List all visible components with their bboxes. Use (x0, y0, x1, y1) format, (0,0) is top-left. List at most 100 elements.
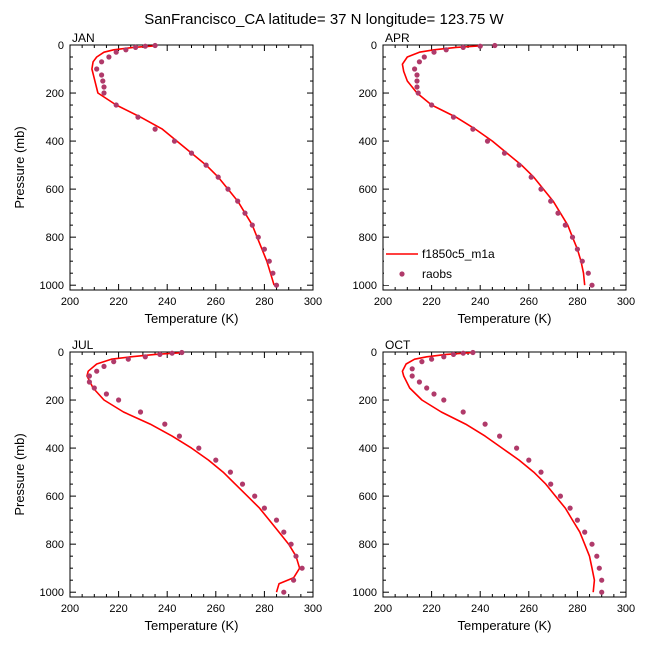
raobs-point (574, 517, 581, 523)
raobs-point (152, 42, 158, 49)
y-tick-label: 800 (359, 539, 377, 551)
raobs-point (470, 126, 476, 132)
x-tick-label: 240 (158, 296, 176, 308)
raobs-point (281, 529, 287, 535)
y-tick-label: 200 (359, 88, 377, 100)
raobs-point (86, 379, 92, 385)
panel-oct: OCT 200 220 240 260 280 300 0 200 400 600 800 1000 Te… (353, 338, 636, 633)
raobs-point (135, 114, 141, 120)
panels: JAN 200 220 240 260 280 300 0 200 400 600 800 1000 Te… (12, 31, 635, 633)
raobs-point (599, 589, 605, 595)
y-tick-label: 0 (58, 40, 64, 52)
raobs-point (538, 469, 544, 475)
raobs-point (99, 72, 105, 78)
y-tick-label: 400 (46, 443, 64, 455)
raobs-point (450, 114, 457, 120)
raobs-point (441, 397, 447, 403)
legend-marker-swatch (399, 271, 405, 277)
x-tick-label: 220 (422, 296, 440, 308)
raobs-point (215, 174, 221, 180)
raobs-point (273, 517, 280, 523)
x-axis-label: Temperature (K) (145, 618, 239, 633)
raobs-point (125, 356, 131, 362)
legend-label-model: f1850c5_m1a (422, 247, 495, 261)
raobs-point (585, 270, 591, 276)
plot-frame (69, 44, 314, 291)
raobs-point (460, 44, 466, 51)
raobs-point (239, 481, 246, 487)
y-tick-label: 800 (359, 232, 377, 244)
x-tick-label: 280 (255, 296, 273, 308)
legend-box (384, 243, 502, 285)
x-tick-label: 300 (617, 603, 635, 615)
raobs-point (270, 270, 276, 276)
raobs-point (86, 373, 92, 379)
y-tick-label: 1000 (353, 280, 377, 292)
panel-apr: APR 200 220 240 260 280 300 0 200 400 600 800 1000 Te… (353, 31, 636, 326)
x-tick-label: 220 (422, 603, 440, 615)
raobs-point (179, 349, 185, 356)
raobs-point (291, 577, 297, 583)
raobs-point (516, 162, 522, 168)
y-tick-label: 1000 (40, 587, 64, 599)
y-axis-label: Pressure (mb) (12, 433, 27, 515)
y-tick-label: 800 (46, 232, 64, 244)
x-axis-label: Temperature (K) (458, 311, 552, 326)
y-tick-label: 0 (371, 40, 377, 52)
y-tick-label: 600 (46, 491, 64, 503)
model-profile-line (91, 44, 275, 286)
raobs-point (460, 409, 466, 415)
panel-label: OCT (385, 338, 411, 352)
raobs-point (242, 210, 248, 216)
y-tick-label: 400 (359, 443, 377, 455)
model-profile-line (86, 351, 301, 593)
raobs-point (133, 44, 139, 51)
panel-label: JUL (72, 338, 94, 352)
raobs-point (421, 54, 427, 60)
raobs-point (419, 359, 425, 365)
raobs-point (409, 366, 415, 372)
plot-frame (69, 351, 314, 598)
panel-jan: JAN 200 220 240 260 280 300 0 200 400 600 800 1000 Te… (12, 31, 322, 326)
raobs-point (409, 373, 415, 379)
raobs-point (91, 385, 97, 391)
raobs-point (227, 469, 233, 475)
panel-label: JAN (72, 31, 95, 45)
raobs-point (557, 493, 564, 499)
raobs-point (567, 505, 573, 511)
raobs-point (123, 47, 129, 53)
x-tick-label: 240 (471, 296, 489, 308)
raobs-point (103, 391, 109, 397)
raobs-point (162, 421, 168, 427)
raobs-point (152, 126, 158, 132)
raobs-point (137, 409, 144, 415)
raobs-point (569, 234, 576, 240)
raobs-point (460, 350, 466, 356)
raobs-point (113, 49, 119, 55)
x-tick-label: 220 (109, 603, 127, 615)
y-tick-label: 0 (58, 347, 64, 359)
x-tick-label: 260 (207, 603, 225, 615)
raobs-point (482, 421, 488, 427)
raobs-point (176, 433, 182, 439)
raobs-point (429, 356, 435, 362)
raobs-point (116, 397, 122, 403)
raobs-point (235, 198, 241, 204)
x-tick-label: 300 (617, 296, 635, 308)
raobs-point (249, 222, 255, 228)
x-tick-label: 240 (471, 603, 489, 615)
y-tick-label: 200 (359, 395, 377, 407)
raobs-point (424, 385, 430, 391)
raobs-point (142, 43, 148, 49)
raobs-point (101, 90, 107, 96)
raobs-point (94, 66, 100, 72)
raobs-point (589, 541, 595, 547)
y-tick-label: 600 (359, 184, 377, 196)
raobs-point (293, 553, 299, 559)
y-tick-label: 400 (359, 136, 377, 148)
raobs-point (113, 102, 119, 108)
raobs-point (441, 354, 447, 360)
raobs-point (99, 59, 105, 65)
